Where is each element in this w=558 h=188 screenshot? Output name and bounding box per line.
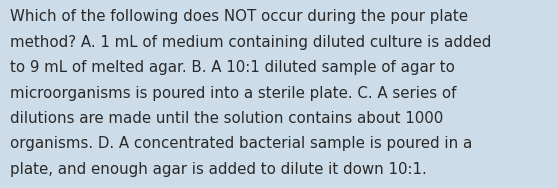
Text: plate, and enough agar is added to dilute it down 10:1.: plate, and enough agar is added to dilut…: [10, 162, 427, 177]
Text: to 9 mL of melted agar. B. A 10:1 diluted sample of agar to: to 9 mL of melted agar. B. A 10:1 dilute…: [10, 60, 455, 75]
Text: microorganisms is poured into a sterile plate. C. A series of: microorganisms is poured into a sterile …: [10, 86, 456, 101]
Text: dilutions are made until the solution contains about 1000: dilutions are made until the solution co…: [10, 111, 443, 126]
Text: Which of the following does NOT occur during the pour plate: Which of the following does NOT occur du…: [10, 9, 468, 24]
Text: method? A. 1 mL of medium containing diluted culture is added: method? A. 1 mL of medium containing dil…: [10, 35, 492, 50]
Text: organisms. D. A concentrated bacterial sample is poured in a: organisms. D. A concentrated bacterial s…: [10, 136, 472, 151]
